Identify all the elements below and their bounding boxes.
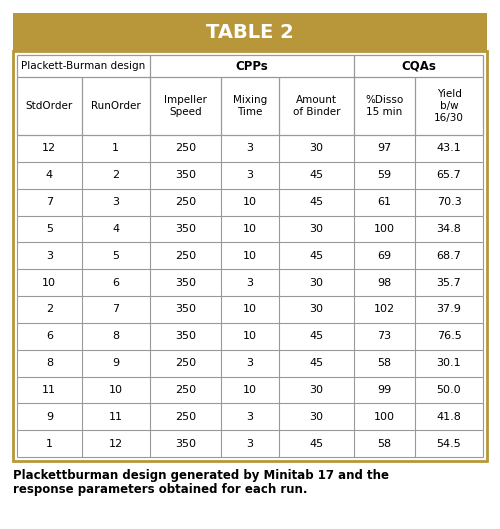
Text: 350: 350 (175, 439, 196, 449)
Text: 350: 350 (175, 278, 196, 288)
Text: 30: 30 (310, 278, 324, 288)
Text: 3: 3 (246, 278, 254, 288)
Text: 30: 30 (310, 412, 324, 422)
Text: 35.7: 35.7 (436, 278, 462, 288)
Text: response parameters obtained for each run.: response parameters obtained for each ru… (13, 483, 308, 496)
Text: 10: 10 (108, 385, 122, 395)
Text: 43.1: 43.1 (436, 143, 462, 153)
Text: 58: 58 (378, 439, 392, 449)
Text: 73: 73 (378, 331, 392, 341)
Text: 45: 45 (310, 170, 324, 180)
Text: 30: 30 (310, 224, 324, 234)
Text: 1: 1 (46, 439, 53, 449)
Text: 9: 9 (46, 412, 53, 422)
Text: 45: 45 (310, 197, 324, 207)
Text: 10: 10 (243, 197, 257, 207)
Text: 350: 350 (175, 224, 196, 234)
Text: 100: 100 (374, 412, 395, 422)
Text: 68.7: 68.7 (436, 251, 462, 261)
Text: 7: 7 (112, 304, 119, 314)
Text: 1: 1 (112, 143, 119, 153)
Text: 8: 8 (46, 358, 53, 368)
Text: 10: 10 (243, 331, 257, 341)
Text: 3: 3 (112, 197, 119, 207)
Text: 41.8: 41.8 (436, 412, 462, 422)
Text: StdOrder: StdOrder (26, 101, 73, 111)
Text: 250: 250 (175, 385, 196, 395)
Text: 2: 2 (112, 170, 119, 180)
Text: 10: 10 (243, 224, 257, 234)
Text: CQAs: CQAs (401, 59, 436, 72)
Text: 76.5: 76.5 (436, 331, 462, 341)
Text: 54.5: 54.5 (436, 439, 462, 449)
Text: 6: 6 (46, 331, 53, 341)
Text: 69: 69 (378, 251, 392, 261)
Text: 4: 4 (112, 224, 119, 234)
Text: 9: 9 (112, 358, 119, 368)
Text: 98: 98 (377, 278, 392, 288)
Text: 250: 250 (175, 143, 196, 153)
Text: 58: 58 (378, 358, 392, 368)
Text: 3: 3 (246, 170, 254, 180)
Text: 250: 250 (175, 251, 196, 261)
Text: 3: 3 (246, 412, 254, 422)
Text: 30: 30 (310, 304, 324, 314)
Bar (13, 51, 487, 461)
Text: 3: 3 (246, 143, 254, 153)
Text: %Disso
15 min: %Disso 15 min (365, 95, 404, 117)
Text: 70.3: 70.3 (436, 197, 462, 207)
Text: 10: 10 (243, 304, 257, 314)
Text: Plackettburman design generated by Minitab 17 and the: Plackettburman design generated by Minit… (13, 469, 389, 482)
Text: 30: 30 (310, 385, 324, 395)
Text: 45: 45 (310, 439, 324, 449)
Text: 100: 100 (374, 224, 395, 234)
Text: 12: 12 (42, 143, 56, 153)
Text: 6: 6 (112, 278, 119, 288)
Text: RunOrder: RunOrder (91, 101, 140, 111)
Text: 12: 12 (108, 439, 122, 449)
Text: 7: 7 (46, 197, 53, 207)
Text: 102: 102 (374, 304, 395, 314)
Text: 250: 250 (175, 412, 196, 422)
Text: 65.7: 65.7 (436, 170, 462, 180)
Text: 350: 350 (175, 331, 196, 341)
Text: 30.1: 30.1 (436, 358, 462, 368)
Text: 10: 10 (42, 278, 56, 288)
Text: Mixing
Time: Mixing Time (233, 95, 267, 117)
Text: 3: 3 (246, 358, 254, 368)
Text: Impeller
Speed: Impeller Speed (164, 95, 207, 117)
Text: 10: 10 (243, 385, 257, 395)
Text: 4: 4 (46, 170, 53, 180)
Text: Yield
b/w
16/30: Yield b/w 16/30 (434, 89, 464, 123)
Text: Amount
of Binder: Amount of Binder (292, 95, 340, 117)
Text: 350: 350 (175, 304, 196, 314)
Text: 30: 30 (310, 143, 324, 153)
Text: 50.0: 50.0 (436, 385, 462, 395)
Text: 37.9: 37.9 (436, 304, 462, 314)
Text: 5: 5 (112, 251, 119, 261)
Text: 61: 61 (378, 197, 392, 207)
Text: TABLE 2: TABLE 2 (206, 23, 294, 41)
Text: 350: 350 (175, 170, 196, 180)
Text: 99: 99 (377, 385, 392, 395)
Text: 250: 250 (175, 358, 196, 368)
Text: 11: 11 (42, 385, 56, 395)
Text: 5: 5 (46, 224, 53, 234)
Text: 45: 45 (310, 331, 324, 341)
Text: 45: 45 (310, 251, 324, 261)
Text: 11: 11 (108, 412, 122, 422)
Text: CPPs: CPPs (236, 59, 268, 72)
Text: 3: 3 (246, 439, 254, 449)
Text: 34.8: 34.8 (436, 224, 462, 234)
Text: 8: 8 (112, 331, 119, 341)
Text: 59: 59 (378, 170, 392, 180)
Text: Plackett-Burman design: Plackett-Burman design (21, 61, 146, 71)
Bar (13, 13, 487, 51)
Text: 250: 250 (175, 197, 196, 207)
Text: 10: 10 (243, 251, 257, 261)
Text: 3: 3 (46, 251, 53, 261)
Text: 97: 97 (377, 143, 392, 153)
Text: 2: 2 (46, 304, 53, 314)
Text: 45: 45 (310, 358, 324, 368)
